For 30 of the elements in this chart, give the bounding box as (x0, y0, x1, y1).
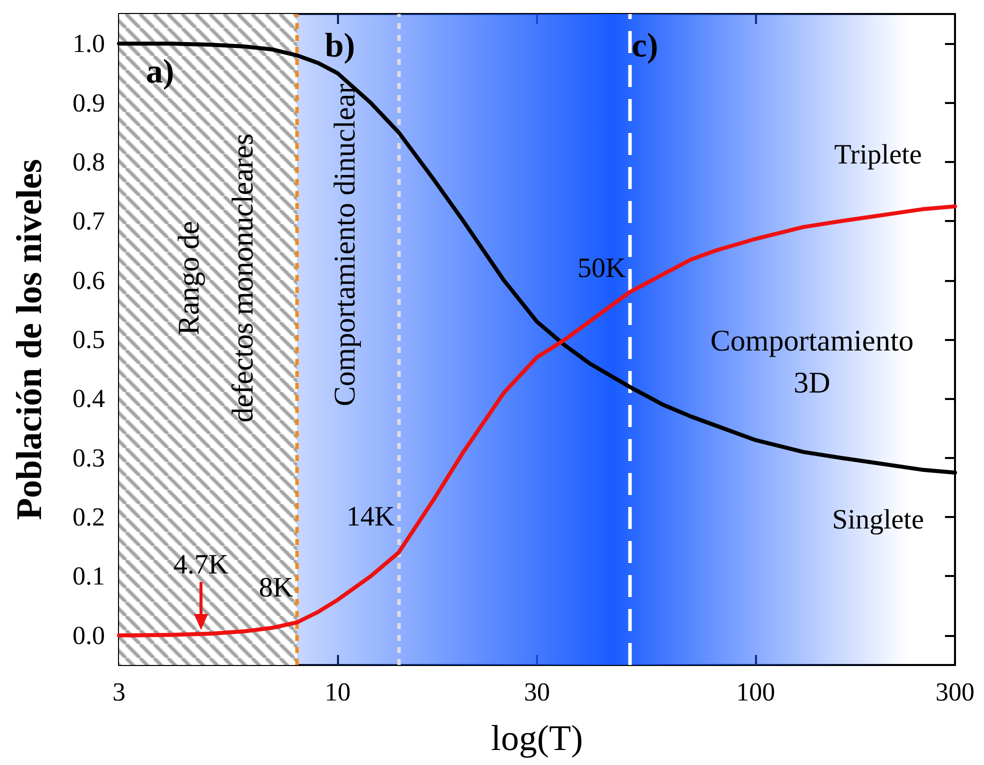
annotation: 4.7K (173, 550, 229, 580)
ref-line-label: 8K (258, 572, 294, 604)
annotation: a) (146, 54, 174, 90)
annotation: Comportamiento dinuclear (328, 84, 362, 406)
y-tick-label: 0.3 (72, 443, 105, 472)
x-tick-label: 3 (112, 678, 126, 706)
x-tick-label: 100 (736, 678, 776, 706)
annotation: Comportamiento 3D (710, 324, 914, 400)
annotation: Singlete (832, 504, 924, 536)
y-axis-title: Población de los niveles (9, 158, 49, 520)
y-tick-label: 1.0 (72, 29, 105, 58)
y-tick-label: 0.0 (72, 620, 105, 650)
x-tick-label: 30 (524, 678, 550, 706)
y-tick-label: 0.1 (72, 562, 105, 591)
y-tick-label: 0.9 (72, 88, 105, 118)
y-tick-label: 0.5 (72, 325, 105, 354)
ref-line-label: 50K (578, 252, 626, 284)
annotation: Triplete (834, 140, 922, 170)
x-axis-title: log(T) (491, 718, 583, 758)
y-tick-label: 0.6 (72, 266, 105, 295)
annotation: c) (632, 28, 658, 64)
ref-line-label: 14K (346, 502, 395, 533)
annotation: b) (324, 28, 356, 64)
x-tick-label: 300 (936, 678, 974, 706)
y-tick-label: 0.4 (72, 384, 105, 414)
y-tick-label: 0.2 (72, 502, 105, 532)
y-tick-label: 0.7 (72, 206, 105, 236)
annotation: Rango de defectos mononucleares (172, 133, 260, 423)
x-tick-label: 10 (324, 678, 351, 706)
y-tick-label: 0.8 (72, 147, 105, 176)
